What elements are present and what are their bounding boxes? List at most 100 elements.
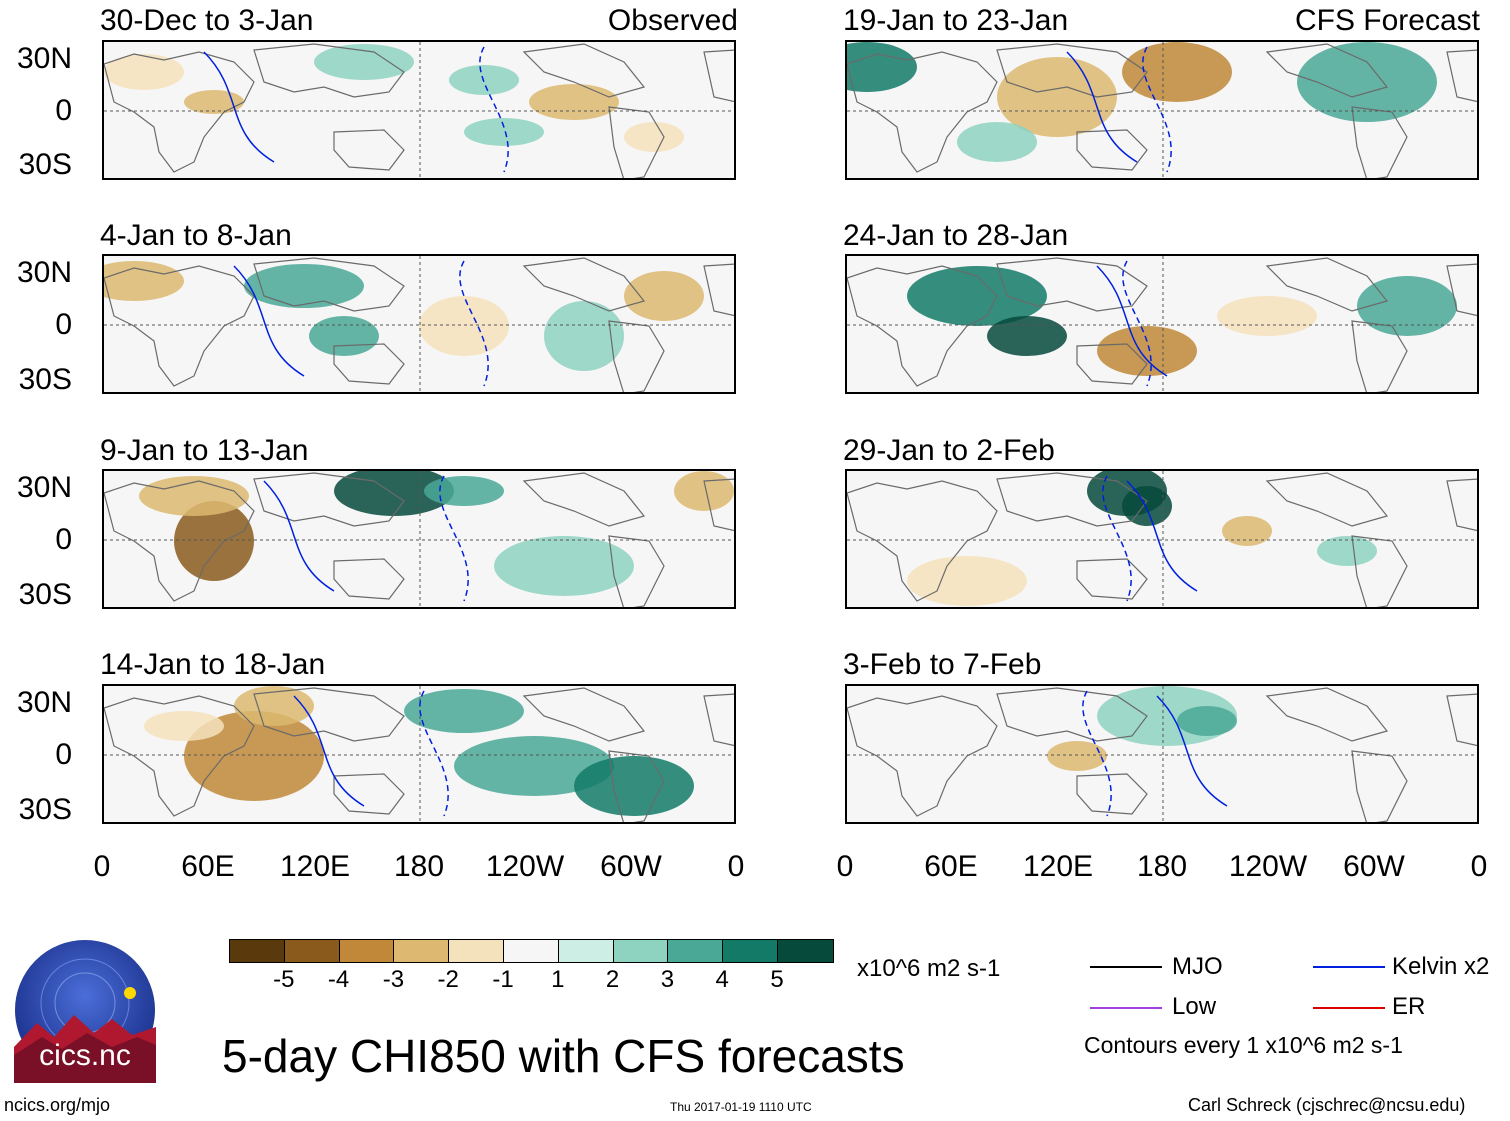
legend-label-mjo: MJO (1172, 953, 1223, 980)
map-panel (845, 40, 1479, 180)
lat-label: 30S (18, 148, 72, 181)
colorbar-swatch (668, 940, 724, 962)
panel-title: 30-Dec to 3-Jan (100, 4, 314, 37)
coastline (1446, 693, 1477, 747)
colorbar-tick-label: -5 (273, 966, 295, 993)
coastline (253, 257, 405, 312)
map-canvas (847, 256, 1477, 392)
anomaly-region (404, 689, 524, 733)
colorbar (229, 939, 834, 963)
lon-label: 120W (1228, 850, 1308, 883)
coastline (1351, 320, 1408, 392)
anomaly-region (144, 711, 224, 741)
anomaly-region (184, 711, 324, 801)
panel-title: 19-Jan to 23-Jan (843, 4, 1069, 37)
anomaly-region (574, 756, 694, 816)
coastline (703, 693, 734, 747)
coastline (703, 478, 734, 532)
anomaly-region (1097, 326, 1197, 376)
coastline (703, 263, 734, 317)
colorbar-swatch (723, 940, 778, 962)
lat-label: 30N (16, 42, 72, 75)
coastline (608, 535, 665, 607)
coastline (333, 129, 405, 171)
panel-title: 14-Jan to 18-Jan (100, 648, 326, 681)
coastline (608, 750, 665, 822)
coastline (104, 51, 255, 173)
coastline (1351, 106, 1408, 178)
lon-label: 120W (485, 850, 565, 883)
coastline (333, 558, 405, 600)
coastline (1265, 687, 1389, 742)
colorbar-swatch (777, 940, 833, 962)
map-canvas (847, 471, 1477, 607)
kelvin-contour-negative (459, 260, 489, 387)
main-title: 5-day CHI850 with CFS forecasts (222, 1030, 905, 1082)
map-panel (102, 469, 736, 609)
lat-label: 30S (18, 793, 72, 826)
coastline (522, 43, 646, 98)
colorbar-swatch (613, 940, 669, 962)
lon-label: 60E (181, 850, 235, 883)
anomaly-region (907, 556, 1027, 606)
lon-label: 0 (93, 850, 111, 883)
panel-title: 24-Jan to 28-Jan (843, 219, 1069, 252)
lat-label: 0 (55, 738, 72, 771)
coastline (847, 51, 998, 173)
legend-label-kelvin: Kelvin x2 (1392, 953, 1490, 980)
lon-label: 0 (727, 850, 745, 883)
map-canvas (104, 256, 734, 392)
colorbar-swatch (339, 940, 395, 962)
coastline (996, 472, 1148, 527)
kelvin-contour-negative (479, 46, 509, 173)
anomaly-region (1122, 486, 1172, 526)
lat-label: 30S (18, 578, 72, 611)
coastline (1351, 535, 1408, 607)
anomaly-region (1047, 741, 1107, 771)
coastline (1076, 558, 1148, 600)
footer-right: Carl Schreck (cjschrec@ncsu.edu) (1188, 1095, 1466, 1115)
anomaly-region (1177, 706, 1237, 736)
coastline (1265, 43, 1389, 98)
panel-title: 9-Jan to 13-Jan (100, 434, 309, 467)
coastline (1265, 257, 1389, 312)
kelvin-contour-negative (1082, 690, 1112, 817)
map-canvas (847, 42, 1477, 178)
anomaly-region (529, 84, 619, 120)
coastline (847, 695, 998, 817)
kelvin-contour (1066, 51, 1138, 163)
coastline (1265, 472, 1389, 527)
coastline (253, 43, 405, 98)
kelvin-contour-negative (1122, 260, 1152, 387)
anomaly-region (1217, 296, 1317, 336)
legend-line-low (1090, 1007, 1162, 1009)
panel-source: Observed (607, 4, 738, 37)
colorbar-swatch (449, 940, 504, 962)
lon-label: 60E (924, 850, 978, 883)
anomaly-region (997, 57, 1117, 137)
anomaly-region (1317, 536, 1377, 566)
legend-line-er (1313, 1007, 1385, 1009)
coastline (703, 49, 734, 103)
lat-label: 0 (55, 523, 72, 556)
anomaly-region (987, 316, 1067, 356)
anomaly-region (464, 118, 544, 146)
units-label: x10^6 m2 s-1 (857, 955, 1001, 982)
map-panel (102, 40, 736, 180)
kelvin-contour (233, 265, 305, 377)
colorbar-tick-label: 4 (715, 966, 729, 993)
coastline (1076, 773, 1148, 815)
coastline (1446, 478, 1477, 532)
coastline (333, 773, 405, 815)
legend-line-kelvin (1313, 966, 1385, 968)
coastline (1076, 129, 1148, 171)
anomaly-region (244, 264, 364, 308)
coastline (333, 343, 405, 385)
kelvin-contour (293, 695, 365, 807)
coastline (253, 687, 405, 742)
coastline (847, 480, 998, 602)
colorbar-tick-label: 3 (660, 966, 675, 993)
panel-title: 4-Jan to 8-Jan (100, 219, 292, 252)
anomaly-region (1297, 42, 1437, 122)
coastline (1446, 49, 1477, 103)
